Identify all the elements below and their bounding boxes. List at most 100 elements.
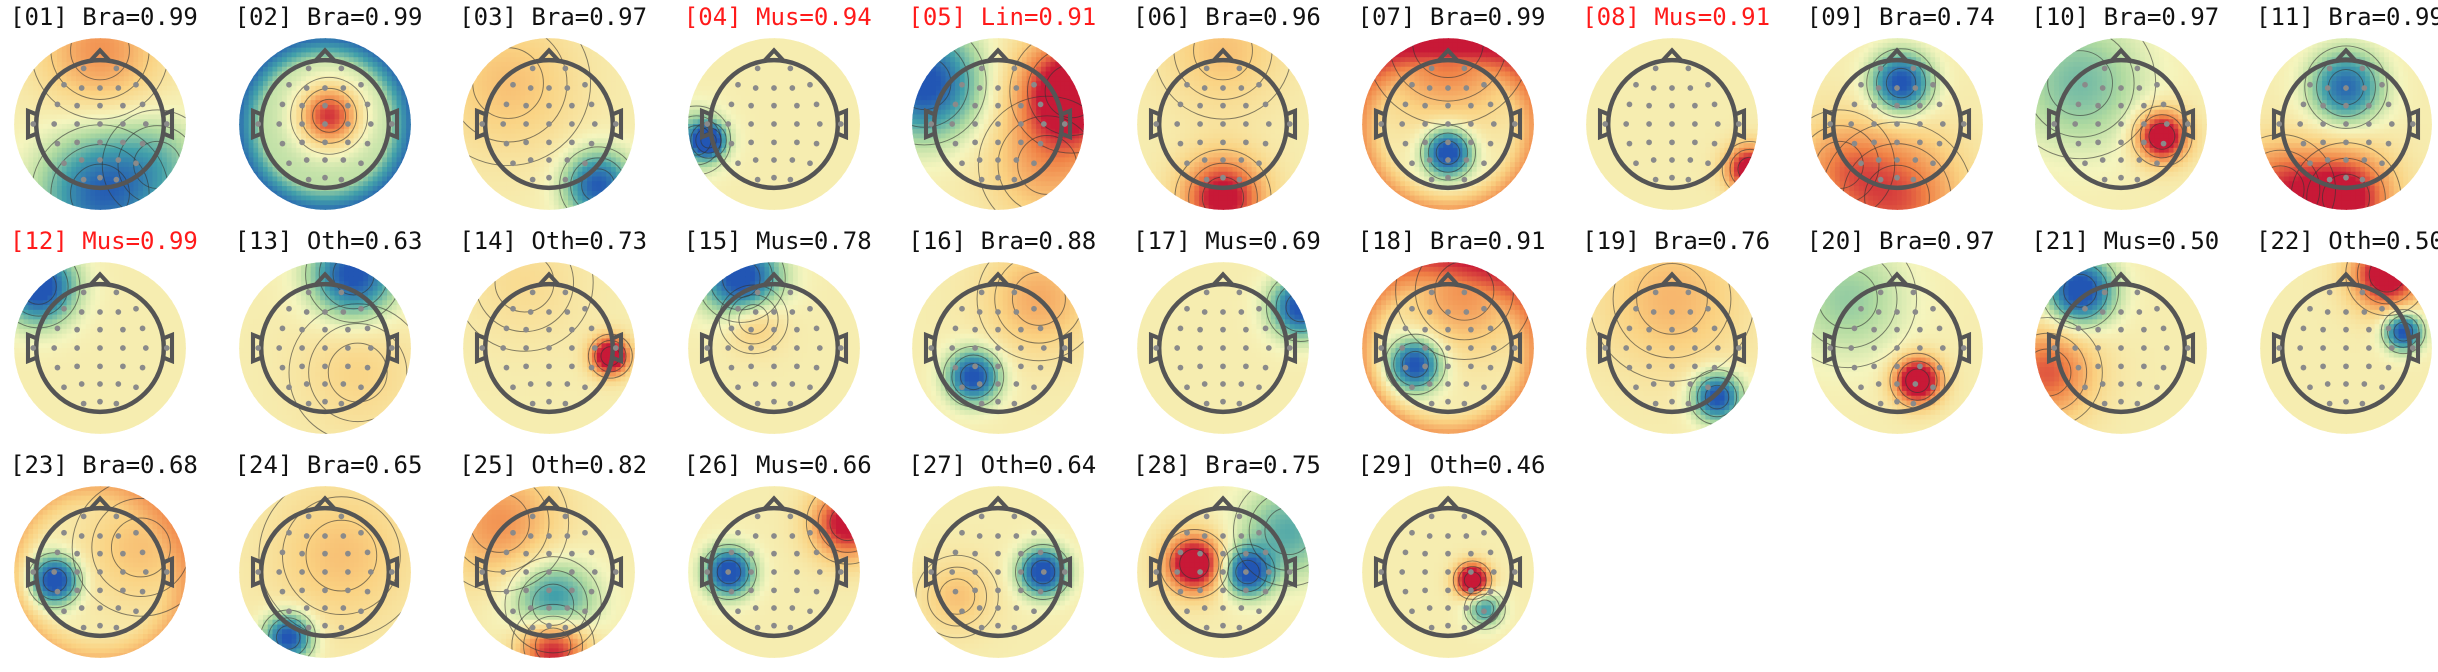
sensor-dot [1627, 365, 1633, 371]
sensor-dot [735, 82, 741, 88]
sensor-dot [2301, 326, 2307, 332]
sensor-dot [303, 533, 309, 539]
sensor-dot [299, 551, 305, 557]
sensor-dot [115, 533, 121, 539]
sensor-dot [120, 551, 126, 557]
sensor-dot [1871, 121, 1877, 127]
sensor-dot [1624, 121, 1630, 127]
sensor-dot [523, 551, 529, 557]
sensor-dot [2361, 85, 2367, 91]
sensor-dot [322, 399, 328, 405]
sensor-dot [1871, 103, 1877, 109]
sensor-dot [510, 82, 516, 88]
sensor-dot [1491, 569, 1497, 575]
sensor-dot [735, 384, 741, 390]
sensor-dot [1487, 326, 1493, 332]
sensor-dot [569, 327, 575, 333]
sensor-dot [1712, 326, 1718, 332]
sensor-dot [345, 551, 351, 557]
sensor-dot [1256, 608, 1262, 614]
sensor-dot [299, 103, 305, 109]
sensor-dot [340, 381, 346, 387]
sensor-dot [565, 157, 571, 163]
sensor-dot [523, 345, 529, 351]
sensor-dot [1422, 587, 1428, 593]
sensor-dot [501, 345, 507, 351]
sensor-dot [838, 569, 844, 575]
sensor-dot [2327, 401, 2333, 407]
sensor-dot [1220, 157, 1226, 163]
sensor-dot [960, 530, 966, 536]
sensor-dot [1468, 103, 1474, 109]
sensor-dot [748, 569, 754, 575]
sensor-dot [2161, 141, 2167, 147]
sensor-dot [303, 381, 309, 387]
sensor-dot [255, 121, 261, 127]
scalp-topomap [1582, 34, 1762, 214]
topomap-panel: [28] Bra=0.75 [1133, 448, 1357, 672]
sensor-dot [2343, 381, 2349, 387]
sensor-dot [305, 177, 311, 183]
scalp-topomap [684, 34, 864, 214]
sensor-dot [1481, 160, 1487, 166]
sensor-dot [1287, 121, 1293, 127]
sensor-dot [1633, 82, 1639, 88]
sensor-dot [1243, 587, 1249, 593]
sensor-dot [1014, 157, 1020, 163]
sensor-dot [1445, 139, 1451, 145]
sensor-dot [388, 569, 394, 575]
sensor-dot [358, 306, 364, 312]
sensor-dot [2343, 363, 2349, 369]
sensor-dot [1237, 66, 1243, 72]
sensor-dot [1603, 345, 1609, 351]
sensor-dot [1266, 345, 1272, 351]
sensor-dot [929, 121, 935, 127]
scalp-topomap [1358, 34, 1538, 214]
sensor-dot [1917, 327, 1923, 333]
sensor-dot [322, 623, 328, 629]
component-label: [19] Bra=0.76 [1582, 224, 1770, 258]
sensor-dot [55, 589, 61, 595]
sensor-dot [973, 345, 979, 351]
sensor-dot [286, 384, 292, 390]
sensor-dot [1014, 381, 1020, 387]
sensor-dot [1633, 160, 1639, 166]
sensor-dot [1468, 587, 1474, 593]
sensor-dot [1012, 625, 1018, 631]
sensor-dot [1669, 85, 1675, 91]
sensor-dot [2096, 345, 2102, 351]
sensor-dot [996, 121, 1002, 127]
sensor-dot [1894, 381, 1900, 387]
sensor-dot [2135, 177, 2141, 183]
sensor-dot [345, 121, 351, 127]
sensor-dot [1894, 157, 1900, 163]
sensor-dot [2100, 157, 2106, 163]
sensor-dot [973, 121, 979, 127]
sensor-dot [789, 381, 795, 387]
sensor-dot [2343, 157, 2349, 163]
sensor-dot [2386, 102, 2392, 108]
scalp-topomap [1133, 34, 1313, 214]
sensor-dot [1422, 327, 1428, 333]
sensor-dot [1912, 85, 1918, 91]
sensor-dot [2366, 103, 2372, 109]
sensor-dot [996, 363, 1002, 369]
sensor-dot [1256, 530, 1262, 536]
sensor-dot [1062, 121, 1068, 127]
sensor-dot [1243, 363, 1249, 369]
sensor-dot [1243, 139, 1249, 145]
sensor-dot [704, 569, 710, 575]
sensor-dot [1402, 102, 1408, 108]
sensor-dot [97, 533, 103, 539]
sensor-dot [735, 608, 741, 614]
sensor-dot [1858, 160, 1864, 166]
sensor-dot [523, 139, 529, 145]
sensor-dot [1461, 401, 1467, 407]
sensor-dot [748, 345, 754, 351]
sensor-dot [1428, 290, 1434, 296]
sensor-dot [1692, 139, 1698, 145]
sensor-dot [996, 103, 1002, 109]
sensor-dot [1184, 160, 1190, 166]
sensor-dot [364, 326, 370, 332]
